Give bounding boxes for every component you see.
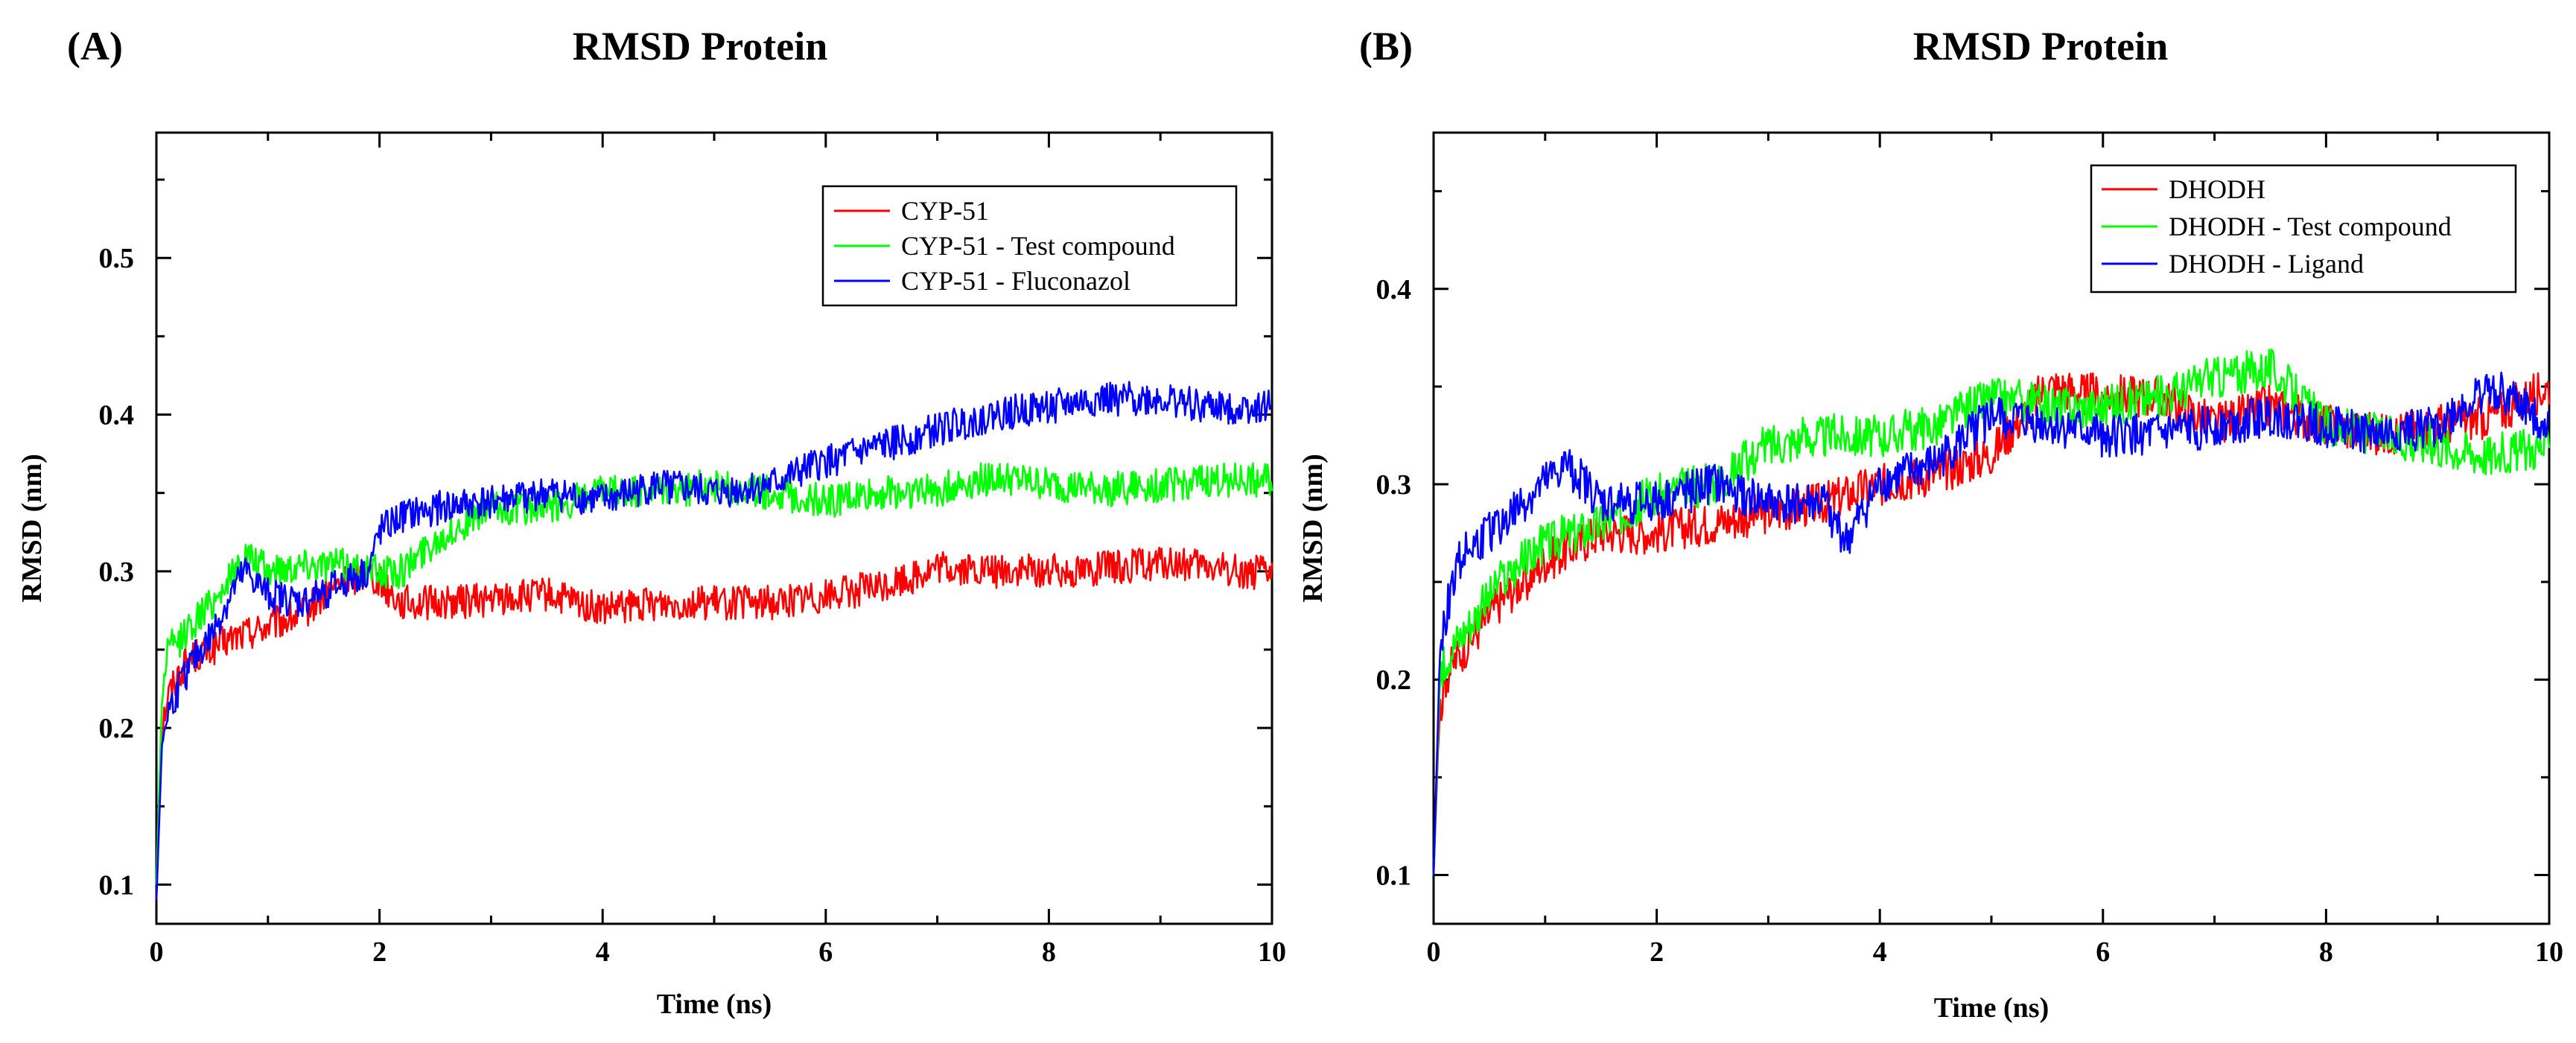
panel-b: (B) RMSD Protein 0 2 4 6 8 10 0.1 0.2 0.3 0.4 Tim… <box>1297 24 2563 1024</box>
panel-b-legend-label-1: DHODH - Test compound <box>2169 212 2452 241</box>
panel-a-x-tick-label: 6 <box>818 936 833 968</box>
panel-b-tick-labels: 0 2 4 6 8 10 0.1 0.2 0.3 0.4 <box>1376 274 2564 968</box>
panel-a-letter: (A) <box>67 24 123 69</box>
panel-a-series <box>155 381 1273 901</box>
panel-a-legend: CYP-51 CYP-51 - Test compound CYP-51 - F… <box>821 185 1238 307</box>
panel-a-x-tick-label: 2 <box>372 936 387 968</box>
panel-b-y-tick-label: 0.4 <box>1376 274 1412 305</box>
panel-b-legend: DHODH DHODH - Test compound DHODH - Liga… <box>2090 164 2517 294</box>
panel-a-y-tick-label: 0.1 <box>99 869 135 901</box>
panel-a-x-tick-label: 10 <box>1258 936 1286 968</box>
panel-a-tick-labels: 0 2 4 6 8 10 0.1 0.2 0.3 0.4 0.5 <box>99 243 1287 968</box>
panel-a-x-axis-label: Time (ns) <box>657 989 772 1020</box>
panel-a-series-line-2 <box>155 381 1273 901</box>
panel-b-y-tick-label: 0.2 <box>1376 665 1412 696</box>
panel-b-series-line-2 <box>1432 371 2550 875</box>
panel-b-x-tick-label: 4 <box>1873 936 1887 968</box>
panel-a-legend-box <box>821 185 1238 307</box>
panel-a-legend-label-0: CYP-51 <box>901 196 989 226</box>
panel-b-x-tick-label: 8 <box>2319 936 2333 968</box>
panel-b-series-line-0 <box>1432 372 2551 875</box>
panel-b-title: RMSD Protein <box>1913 24 2168 69</box>
panel-a-title: RMSD Protein <box>573 24 827 69</box>
panel-a-x-tick-label: 8 <box>1042 936 1056 968</box>
panel-b-x-tick-label: 0 <box>1427 936 1441 968</box>
panel-b-y-tick-label: 0.3 <box>1376 469 1412 501</box>
panel-a-x-tick-label: 4 <box>596 936 610 968</box>
panel-a-legend-label-1: CYP-51 - Test compound <box>901 231 1175 261</box>
panel-a-y-tick-label: 0.3 <box>99 557 135 588</box>
panel-b-x-tick-label: 10 <box>2535 936 2563 968</box>
panel-b-ticks <box>1432 133 2551 924</box>
panel-b-legend-label-0: DHODH <box>2169 174 2265 204</box>
panel-a: (A) RMSD Protein 0 2 4 6 8 100.10.20.30.40.5 … <box>16 24 1286 1020</box>
panel-a-x-tick-label: 0 <box>150 936 164 968</box>
panel-a-y-tick-label: 0.4 <box>99 400 135 431</box>
panel-b-x-tick-label: 6 <box>2096 936 2110 968</box>
panel-a-y-tick-label: 0.5 <box>99 243 135 274</box>
panel-a-ticks <box>155 133 1273 924</box>
panel-a-y-tick-label: 0.2 <box>99 713 135 744</box>
panel-b-y-tick-label: 0.1 <box>1376 860 1412 891</box>
panel-b-x-axis-label: Time (ns) <box>1934 992 2049 1024</box>
panel-a-y-axis-label: RMSD (nm) <box>16 454 48 602</box>
panel-b-y-axis-label: RMSD (nm) <box>1297 454 1329 602</box>
panel-b-x-tick-label: 2 <box>1650 936 1664 968</box>
panel-a-legend-label-2: CYP-51 - Fluconazol <box>901 266 1130 296</box>
panel-b-legend-box <box>2090 164 2517 294</box>
panel-b-legend-label-2: DHODH - Ligand <box>2169 249 2364 279</box>
panel-b-series <box>1432 348 2551 875</box>
panel-a-series-line-0 <box>155 546 1273 901</box>
panel-b-letter: (B) <box>1359 24 1413 69</box>
panel-a-series-line-1 <box>155 462 1273 885</box>
